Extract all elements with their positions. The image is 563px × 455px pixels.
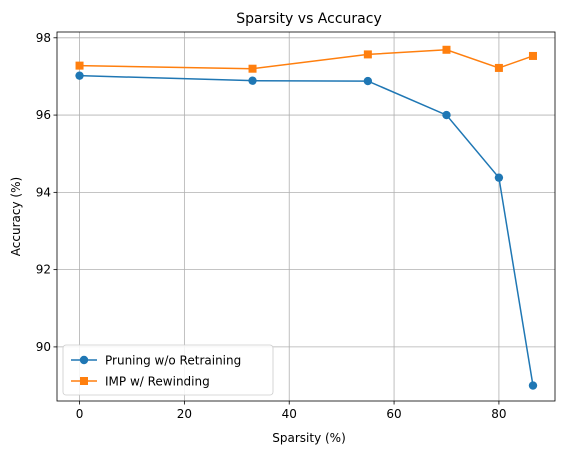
series-line [79,49,534,70]
data-point [528,381,538,390]
data-point [442,45,451,54]
data-point [363,50,372,59]
data-point [75,71,84,80]
data-point [75,61,84,70]
y-tick-label: 96 [36,108,51,122]
y-axis-label: Accuracy (%) [9,177,23,256]
x-axis-ticks: 0 20 40 60 80 [76,401,507,421]
y-axis-ticks: 90 92 94 96 98 [36,31,57,354]
y-tick-label: 90 [36,340,51,354]
data-point [494,63,503,72]
plot-frame [56,31,556,402]
data-point [248,76,257,85]
data-point [248,64,257,73]
data-point [442,110,451,120]
data-point [528,51,537,60]
legend-box [62,344,274,396]
legend-marker [80,377,88,385]
legend-marker [79,355,89,365]
data-point [363,76,373,86]
legend-label: Pruning w/o Retraining [105,354,241,368]
y-tick-label: 98 [36,31,51,45]
y-tick-label: 92 [36,263,51,277]
x-tick-label: 80 [491,407,506,421]
legend: Pruning w/o Retraining IMP w/ Rewinding [62,344,274,396]
series-2 [75,45,537,73]
series-line [79,74,534,386]
x-tick-label: 0 [76,407,84,421]
chart-title: Sparsity vs Accuracy [236,11,381,27]
series-1 [75,71,538,390]
y-tick-label: 94 [36,185,51,199]
x-tick-label: 60 [386,407,401,421]
data-point [494,173,504,182]
legend-entry: IMP w/ Rewinding [71,375,210,389]
legend-label: IMP w/ Rewinding [105,375,210,389]
x-tick-label: 40 [282,407,297,421]
series-layer [75,45,538,390]
legend-entry: Pruning w/o Retraining [71,354,241,368]
x-axis-label: Sparsity (%) [272,431,346,445]
x-tick-label: 20 [177,407,192,421]
